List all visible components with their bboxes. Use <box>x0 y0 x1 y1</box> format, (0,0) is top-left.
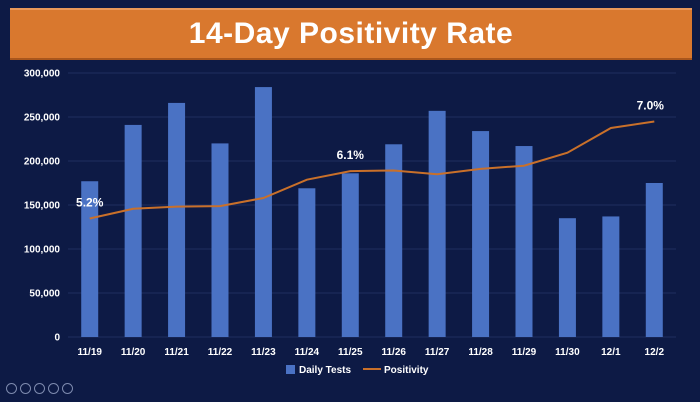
bar <box>645 183 663 337</box>
y-tick-label: 250,000 <box>24 113 61 124</box>
bar <box>515 146 533 337</box>
x-tick-label: 11/24 <box>295 347 320 358</box>
presentation-toolbar <box>6 380 73 396</box>
bar <box>298 188 316 337</box>
bar <box>472 131 490 337</box>
x-tick-label: 11/21 <box>164 347 189 358</box>
x-tick-label: 11/20 <box>121 347 146 358</box>
x-tick-label: 11/19 <box>77 347 102 358</box>
x-tick-label: 11/22 <box>208 347 233 358</box>
zoom-icon[interactable] <box>48 382 59 394</box>
data-label: 7.0% <box>637 98 665 112</box>
x-tick-label: 12/2 <box>645 347 665 358</box>
x-tick-label: 11/27 <box>425 347 450 358</box>
bar <box>124 124 142 337</box>
data-label: 6.1% <box>337 148 365 162</box>
chart-title: 14-Day Positivity Rate <box>188 17 514 50</box>
bar <box>168 102 186 337</box>
x-tick-label: 11/30 <box>555 347 580 358</box>
y-tick-label: 100,000 <box>24 245 61 256</box>
x-tick-label: 11/28 <box>468 347 493 358</box>
bar <box>385 144 403 337</box>
y-tick-label: 150,000 <box>24 201 61 212</box>
slides-overview-icon[interactable] <box>34 382 45 394</box>
data-label: 5.2% <box>76 195 104 209</box>
bar <box>558 218 576 337</box>
pen-icon[interactable] <box>20 382 31 394</box>
more-options-icon[interactable] <box>62 382 73 394</box>
legend-label-positivity: Positivity <box>384 365 429 376</box>
legend-swatch-daily-tests <box>286 365 295 374</box>
y-tick-label: 50,000 <box>29 289 60 300</box>
bar <box>341 173 359 337</box>
legend-label-daily-tests: Daily Tests <box>299 365 351 376</box>
x-tick-label: 11/26 <box>381 347 406 358</box>
x-tick-label: 11/23 <box>251 347 276 358</box>
y-tick-label: 0 <box>54 333 60 344</box>
legend: Daily Tests Positivity <box>286 365 429 376</box>
bar <box>81 181 99 337</box>
positivity-line <box>89 120 655 220</box>
y-tick-label: 300,000 <box>24 69 61 80</box>
x-tick-label: 11/29 <box>512 347 537 358</box>
x-tick-label: 12/1 <box>601 347 621 358</box>
title-banner: 14-Day Positivity Rate <box>10 8 692 60</box>
bar <box>254 87 272 337</box>
previous-slide-icon[interactable] <box>6 382 17 394</box>
x-tick-label: 11/25 <box>338 347 363 358</box>
bar <box>211 143 229 337</box>
bar <box>602 216 620 337</box>
bar <box>428 110 446 337</box>
y-tick-label: 200,000 <box>24 157 61 168</box>
